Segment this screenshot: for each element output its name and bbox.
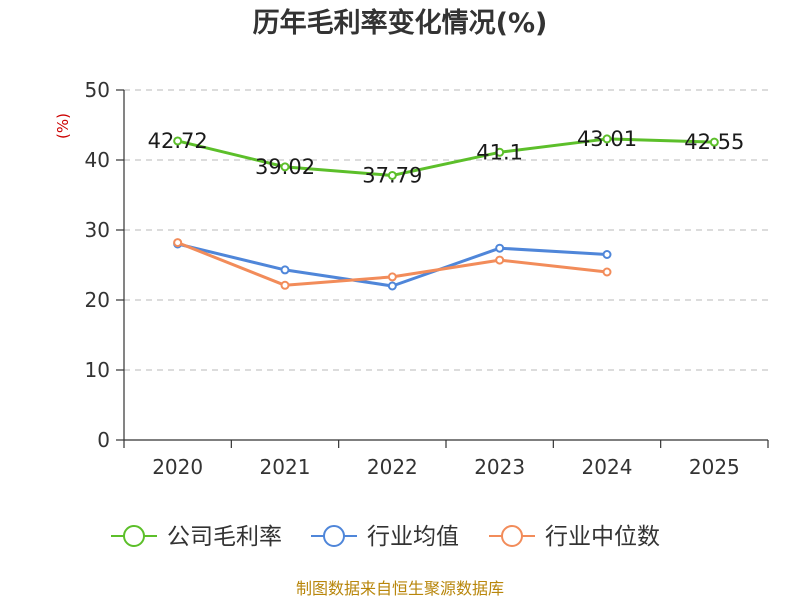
series-line-0 [177, 137, 715, 177]
legend-marker-0 [123, 525, 145, 547]
y-tick-label-30: 30 [85, 218, 110, 242]
series-2-point-2023 [495, 255, 505, 265]
data-label-2022: 37.79 [362, 163, 422, 187]
y-tick-label-50: 50 [85, 78, 110, 102]
x-tick-label-2025: 2025 [689, 455, 740, 479]
y-tick-label-10: 10 [85, 358, 110, 382]
chart-title: 历年毛利率变化情况(%) [253, 7, 548, 39]
data-label-layer: 42.72 39.02 37.79 41.1 43.01 42.55 [148, 127, 745, 188]
x-tick-label-2021: 2021 [260, 455, 311, 479]
axis-layer: 0 10 20 30 40 50 2020 2021 2022 2023 2024 2025 [85, 78, 769, 479]
legend: 公司毛利率 行业均值 行业中位数 [111, 524, 660, 550]
series-layer [173, 134, 719, 291]
series-0-point-2022 [387, 170, 397, 180]
series-1-point-2021 [280, 265, 290, 275]
data-label-2021: 39.02 [255, 155, 315, 179]
series-2-point-2021 [280, 280, 290, 290]
series-2-point-2020 [173, 238, 183, 248]
data-label-2020: 42.72 [148, 129, 208, 153]
series-2-point-2024 [602, 267, 612, 277]
series-2-point-2022 [387, 272, 397, 282]
x-tick-label-2023: 2023 [474, 455, 525, 479]
series-0-point-2023 [495, 147, 505, 157]
y-tick-label-40: 40 [85, 148, 110, 172]
y-tick-label-20: 20 [85, 288, 110, 312]
x-tick-label-2020: 2020 [152, 455, 203, 479]
series-0-point-2021 [280, 162, 290, 172]
x-tick-label-2024: 2024 [582, 455, 633, 479]
series-1-point-2022 [387, 281, 397, 291]
series-1-point-2024 [602, 250, 612, 259]
series-0-point-2024 [602, 134, 612, 144]
legend-marker-2 [501, 525, 523, 547]
data-label-2023: 41.1 [476, 140, 523, 164]
source-note: 制图数据来自恒生聚源数据库 [296, 579, 504, 598]
series-1-point-2023 [495, 243, 505, 253]
grid-layer [124, 89, 768, 371]
legend-label-0: 公司毛利率 [167, 524, 282, 550]
x-tick-label-2022: 2022 [367, 455, 418, 479]
legend-marker-1 [323, 525, 345, 547]
y-tick-label-0: 0 [97, 428, 110, 452]
legend-label-2: 行业中位数 [545, 524, 660, 550]
series-0-point-2020 [173, 136, 183, 146]
legend-label-1: 行业均值 [367, 524, 459, 550]
y-axis-label: (%) [54, 113, 72, 139]
data-label-2024: 43.01 [577, 127, 637, 151]
series-0-point-2025 [709, 137, 719, 147]
data-label-2025: 42.55 [684, 130, 744, 154]
